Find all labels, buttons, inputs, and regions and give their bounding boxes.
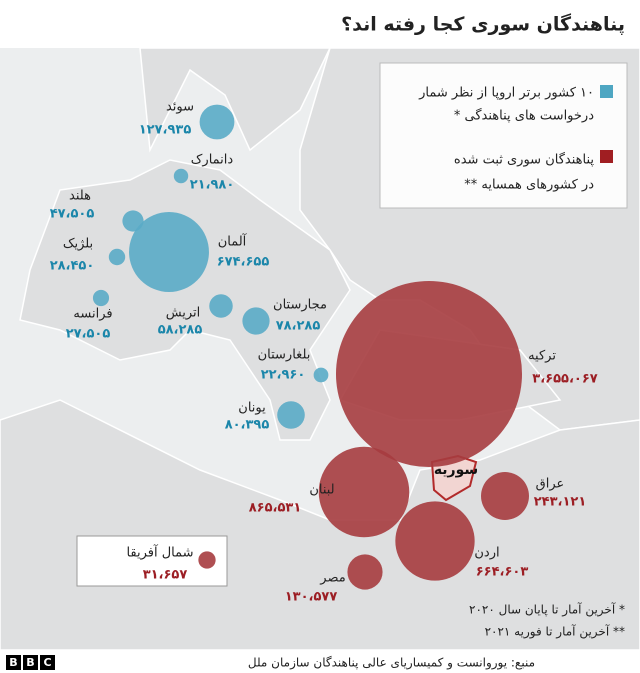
bubble — [347, 554, 383, 590]
country-name: شمال آفریقا — [126, 544, 193, 561]
country-name: فرانسه — [73, 307, 112, 322]
bubble — [198, 551, 216, 569]
bubble — [129, 212, 209, 292]
bubble — [318, 446, 410, 538]
legend-text: در کشورهای همسایه ** — [464, 178, 594, 193]
bubble — [335, 280, 523, 468]
value-label: ۵۸،۲۸۵ — [158, 323, 203, 338]
legend-swatch-red — [600, 150, 613, 163]
country-name: سوئد — [166, 100, 194, 115]
value-label: ۱۲۷،۹۳۵ — [139, 123, 192, 138]
source: منبع: یوروانست و کمیساریای عالی پناهندگا… — [248, 656, 535, 671]
country-name: اتریش — [166, 306, 201, 321]
logo-box — [23, 655, 38, 670]
value-label: ۲۷،۵۰۵ — [66, 327, 111, 342]
logo-box — [6, 655, 21, 670]
value-label: ۲۱،۹۸۰ — [190, 178, 235, 193]
legend-swatch-blue — [600, 85, 613, 98]
bubble — [277, 401, 305, 429]
bubble — [122, 210, 144, 232]
footer — [0, 652, 640, 673]
value-label: ۴۷،۵۰۵ — [50, 207, 95, 222]
value-label: ۲۲،۹۶۰ — [261, 368, 306, 383]
bubble — [108, 248, 126, 266]
country-name: بلغارستان — [258, 348, 311, 363]
value-label: ۳۱،۶۵۷ — [143, 568, 188, 583]
legend-box — [379, 62, 628, 209]
country-name: آلمان — [218, 233, 248, 250]
bubble — [395, 501, 475, 581]
country-name: ترکیه — [528, 349, 556, 364]
value-label: ۶۶۴،۶۰۳ — [476, 565, 529, 580]
value-label: ۶۷۴،۶۵۵ — [217, 255, 270, 270]
value-label: ۲۸،۴۵۰ — [50, 259, 95, 274]
syria-label: سوریه — [434, 462, 478, 478]
legend-text: پناهندگان سوری ثبت شده — [454, 152, 594, 168]
value-label: ۸۰،۳۹۵ — [225, 418, 270, 433]
note: * آخرین آمار تا پایان سال ۲۰۲۰ — [469, 602, 625, 618]
value-label: ۷۸،۲۸۵ — [276, 319, 321, 334]
bubble — [481, 472, 529, 520]
legend — [379, 62, 628, 209]
country-name: هلند — [69, 189, 91, 204]
logo-letter: C — [43, 656, 51, 669]
country-name: بلژیک — [63, 237, 93, 252]
legend-text: درخواست های پناهندگی * — [454, 108, 594, 124]
country-name: یونان — [238, 401, 266, 416]
logo-letter: B — [9, 656, 17, 669]
bubble — [313, 367, 329, 383]
bubble — [92, 289, 110, 307]
country-name: لبنان — [309, 483, 334, 498]
country-name: اردن — [474, 546, 499, 561]
country-name: دانمارک — [191, 153, 234, 168]
value-label: ۱۳۰،۵۷۷ — [285, 590, 338, 605]
bubble — [209, 294, 233, 318]
value-label: ۳،۶۵۵،۰۶۷ — [532, 372, 597, 387]
legend-text: ۱۰ کشور برتر اروپا از نظر شمار — [418, 86, 594, 101]
logo-box — [40, 655, 55, 670]
title: پناهندگان سوری کجا رفته اند؟ — [341, 13, 625, 36]
bubble — [242, 307, 270, 335]
bubble — [199, 104, 235, 140]
country-name: مجارستان — [273, 298, 327, 313]
value-label: ۲۴۳،۱۲۱ — [534, 495, 587, 510]
bubble — [173, 168, 189, 184]
value-label: ۸۶۵،۵۳۱ — [249, 501, 302, 516]
country-name: عراق — [536, 477, 565, 492]
country-name: مصر — [319, 571, 345, 586]
logo-letter: B — [26, 656, 34, 669]
note: ** آخرین آمار تا فوریه ۲۰۲۱ — [485, 624, 625, 640]
